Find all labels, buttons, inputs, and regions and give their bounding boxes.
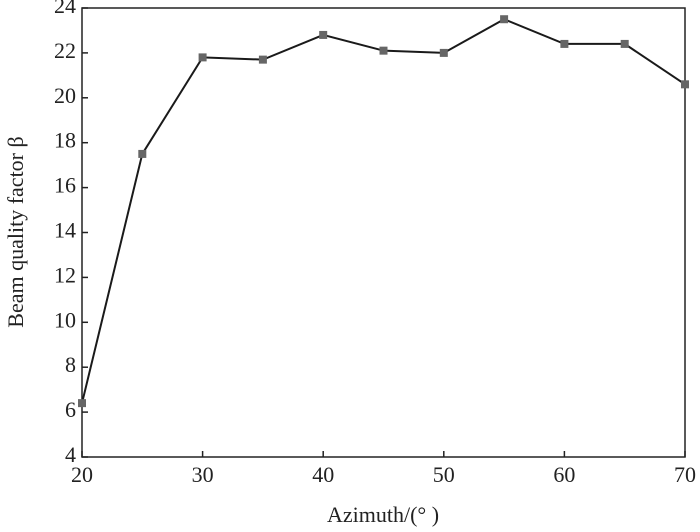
x-tick-label: 30 bbox=[192, 462, 214, 487]
x-tick-label: 70 bbox=[674, 462, 696, 487]
data-point bbox=[439, 48, 448, 57]
data-point bbox=[258, 55, 267, 64]
x-tick-label: 40 bbox=[312, 462, 334, 487]
x-tick-label: 20 bbox=[71, 462, 93, 487]
data-point bbox=[78, 399, 86, 408]
y-tick-label: 8 bbox=[65, 352, 76, 377]
y-tick-label: 10 bbox=[54, 307, 76, 332]
y-tick-label: 12 bbox=[54, 262, 76, 287]
plot-frame bbox=[81, 7, 686, 458]
x-axis-label: Azimuth/(° ) bbox=[327, 502, 439, 527]
y-tick-label: 4 bbox=[65, 442, 76, 467]
data-point bbox=[319, 30, 328, 39]
data-line bbox=[81, 18, 686, 404]
y-tick-label: 14 bbox=[54, 218, 76, 243]
y-tick-label: 16 bbox=[54, 173, 76, 198]
y-tick-label: 6 bbox=[65, 397, 76, 422]
y-tick-label: 18 bbox=[54, 128, 76, 153]
y-axis-label: Beam quality factor β bbox=[3, 136, 28, 327]
data-point bbox=[620, 39, 629, 48]
x-tick-label: 60 bbox=[553, 462, 575, 487]
y-tick-label: 24 bbox=[54, 0, 76, 18]
data-point bbox=[560, 39, 569, 48]
y-tick-label: 22 bbox=[54, 38, 76, 63]
data-point bbox=[198, 53, 207, 62]
data-point bbox=[500, 15, 509, 24]
x-tick-label: 50 bbox=[433, 462, 455, 487]
data-point bbox=[138, 149, 147, 158]
y-tick-label: 20 bbox=[54, 83, 76, 108]
data-point bbox=[681, 80, 689, 89]
data-point bbox=[379, 46, 388, 55]
